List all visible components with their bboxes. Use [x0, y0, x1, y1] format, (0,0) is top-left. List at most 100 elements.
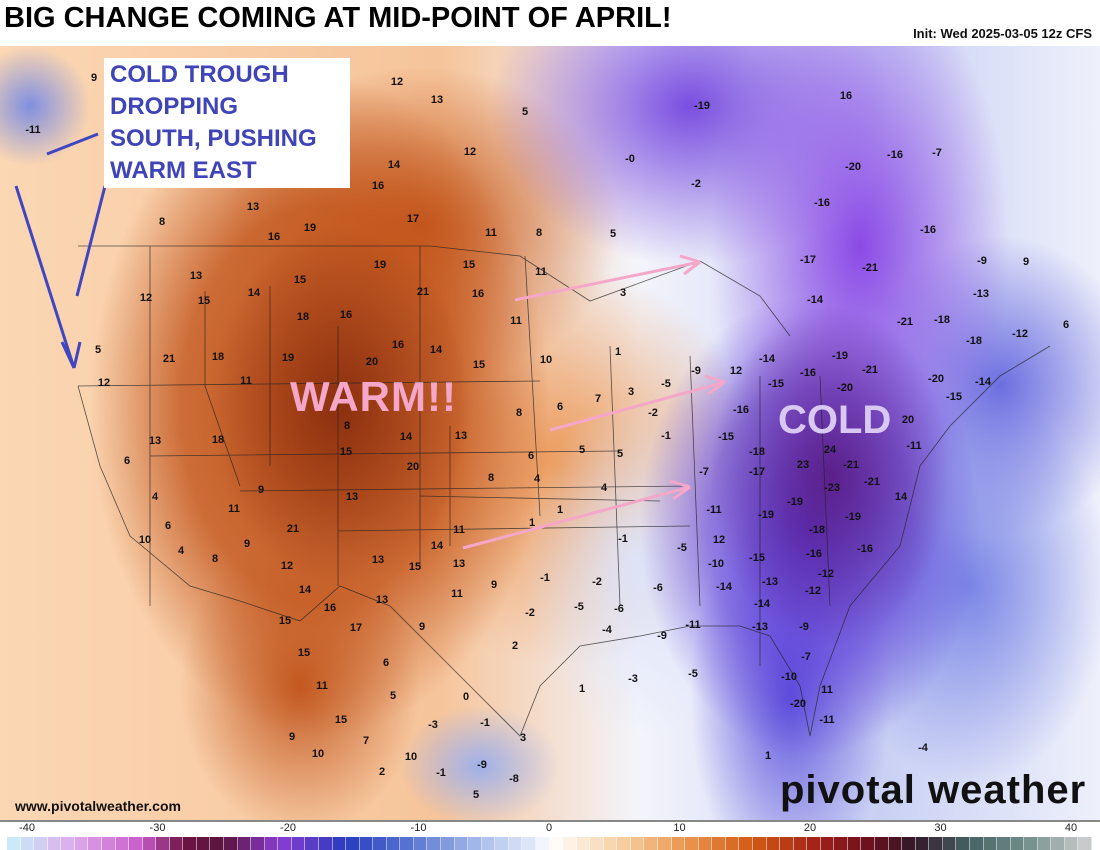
- anomaly-label: 14: [429, 344, 443, 356]
- anomaly-label: 20: [365, 356, 379, 368]
- anomaly-label: -16: [806, 548, 822, 560]
- colorbar-cell: [291, 837, 306, 850]
- colorbar-cell: [115, 837, 130, 850]
- anomaly-label: -20: [845, 161, 861, 173]
- anomaly-label: 15: [278, 615, 292, 627]
- anomaly-label: -14: [759, 353, 775, 365]
- colorbar-cell: [169, 837, 184, 850]
- colorbar-tick-label: 30: [934, 822, 947, 834]
- colorbar-cells: [7, 837, 1092, 850]
- anomaly-label: 9: [1022, 256, 1030, 268]
- annotation-warm: WARM!!: [290, 373, 457, 420]
- anomaly-label: 5: [472, 789, 480, 801]
- colorbar-cell: [956, 837, 970, 850]
- anomaly-label: 9: [418, 621, 426, 633]
- anomaly-label: 13: [454, 430, 468, 442]
- anomaly-label: -11: [706, 504, 722, 516]
- anomaly-label: 10: [311, 748, 325, 760]
- anomaly-label: -16: [814, 197, 830, 209]
- colorbar-cell: [834, 837, 848, 850]
- anomaly-label: 6: [1062, 319, 1070, 331]
- colorbar-cell: [278, 837, 292, 850]
- colorbar-cell: [481, 837, 496, 850]
- colorbar-cell: [780, 837, 794, 850]
- anomaly-label: 14: [894, 491, 908, 503]
- anomaly-label: 8: [211, 553, 219, 565]
- colorbar-cell: [156, 837, 170, 850]
- anomaly-label: -18: [749, 446, 765, 458]
- anomaly-label: 12: [97, 377, 111, 389]
- anomaly-label: -19: [832, 350, 848, 362]
- anomaly-label: 4: [600, 482, 608, 494]
- anomaly-label: -7: [699, 466, 709, 478]
- anomaly-label: 0: [462, 691, 470, 703]
- anomaly-label: 9: [243, 538, 251, 550]
- colorbar-cell: [20, 837, 35, 850]
- anomaly-label: 11: [510, 315, 522, 327]
- colorbar-cell: [535, 837, 550, 850]
- anomaly-label: -11: [25, 124, 41, 136]
- anomaly-label: 16: [471, 288, 485, 300]
- anomaly-label: -1: [480, 717, 490, 729]
- anomaly-label: 9: [288, 731, 296, 743]
- anomaly-label: 19: [281, 352, 295, 364]
- anomaly-label: 13: [189, 270, 203, 282]
- anomaly-label: -15: [768, 378, 784, 390]
- anomaly-label: 14: [430, 540, 444, 552]
- anomaly-label: -19: [845, 511, 861, 523]
- colorbar-cell: [264, 837, 279, 850]
- colorbar-cell: [373, 837, 387, 850]
- anomaly-label: -21: [897, 316, 913, 328]
- anomaly-label: 19: [303, 222, 317, 234]
- colorbar-cell: [61, 837, 75, 850]
- blue-arrows: [14, 132, 107, 369]
- site-url: www.pivotalweather.com: [15, 798, 181, 814]
- colorbar-cell: [7, 837, 21, 850]
- anomaly-label: 4: [533, 473, 541, 485]
- colorbar-cell: [888, 837, 903, 850]
- colorbar-cell: [346, 837, 360, 850]
- colorbar-cell: [793, 837, 808, 850]
- anomaly-label: -19: [758, 509, 774, 521]
- anomaly-label: -9: [691, 365, 701, 377]
- anomaly-label: -1: [618, 533, 628, 545]
- anomaly-label: -2: [691, 178, 701, 190]
- anomaly-label: 2: [511, 640, 519, 652]
- colorbar-cell: [441, 837, 455, 850]
- colorbar-cell: [807, 837, 821, 850]
- colorbar-cell: [400, 837, 414, 850]
- anomaly-label: -5: [688, 668, 698, 680]
- anomaly-label: 24: [823, 444, 837, 456]
- colorbar-cell: [1037, 837, 1052, 850]
- anomaly-label: -20: [928, 373, 944, 385]
- anomaly-label: 16: [339, 309, 353, 321]
- anomaly-label: -0: [625, 153, 635, 165]
- colorbar-cell: [522, 837, 536, 850]
- anomaly-label: 15: [339, 446, 353, 458]
- colorbar-cell: [454, 837, 469, 850]
- anomaly-label: -6: [614, 603, 624, 615]
- anomaly-label: -13: [752, 621, 768, 633]
- anomaly-label: 9: [257, 484, 265, 496]
- anomaly-label: 21: [416, 286, 430, 298]
- anomaly-label: 2: [378, 766, 386, 778]
- anomaly-label: 5: [389, 690, 397, 702]
- anomaly-label: 8: [535, 227, 543, 239]
- anomaly-label: 4: [151, 491, 159, 503]
- anomaly-label: -3: [628, 673, 638, 685]
- anomaly-label: -21: [864, 476, 880, 488]
- anomaly-label: -14: [807, 294, 823, 306]
- colorbar-cell: [617, 837, 631, 850]
- anomaly-label: 11: [453, 524, 465, 536]
- colorbar-cell: [427, 837, 441, 850]
- anomaly-label: 8: [487, 472, 495, 484]
- anomaly-label: -15: [749, 552, 765, 564]
- anomaly-label: 13: [246, 201, 260, 213]
- anomaly-label: -19: [694, 100, 710, 112]
- colorbar-cell: [1010, 837, 1025, 850]
- anomaly-label: -4: [918, 742, 928, 754]
- anomaly-label: -12: [805, 585, 821, 597]
- anomaly-label: -20: [790, 698, 806, 710]
- colorbar-cell: [929, 837, 943, 850]
- anomaly-label: 15: [334, 714, 348, 726]
